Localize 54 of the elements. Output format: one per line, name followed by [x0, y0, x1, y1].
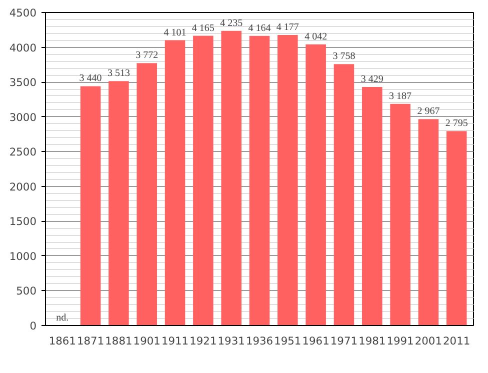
bar [136, 63, 158, 326]
bar [334, 64, 354, 326]
x-tick-label: 1881 [105, 334, 132, 348]
x-tick-label: 1991 [386, 334, 414, 348]
y-tick-label: 0 [30, 320, 37, 332]
x-tick-label: 1981 [358, 334, 386, 348]
x-tick-label: 1936 [246, 334, 274, 348]
y-tick-label: 3500 [9, 76, 37, 90]
data-label: 4 165 [192, 22, 214, 34]
y-tick-label: 1000 [9, 250, 37, 263]
data-label: 2 967 [417, 106, 440, 118]
y-tick-label: 4000 [9, 41, 37, 54]
y-tick-label: 3000 [9, 110, 37, 124]
data-label: 2 795 [445, 118, 468, 130]
data-label: 4 177 [276, 22, 299, 33]
y-tick-label: 2000 [9, 180, 37, 194]
bar [278, 34, 298, 326]
x-tick-label: 1931 [218, 334, 245, 348]
data-label: 3 513 [107, 68, 130, 80]
data-label: 3 772 [136, 50, 158, 62]
x-tick-label: 1921 [190, 334, 217, 348]
data-label: 4 042 [304, 31, 328, 42]
bar [193, 36, 214, 326]
x-tick-label: 1861 [48, 334, 76, 348]
y-tick-label: 2500 [9, 146, 37, 159]
data-label: 4 101 [164, 27, 186, 38]
bar [249, 36, 270, 326]
y-tick-label: 4500 [9, 6, 37, 20]
x-tick-label: 1901 [133, 334, 160, 348]
data-label: 3 429 [360, 74, 384, 85]
bar [418, 119, 439, 326]
bar [306, 44, 326, 326]
x-tick-label: 1961 [302, 334, 330, 348]
bar [221, 30, 242, 326]
bar [390, 104, 410, 326]
data-label: 4 164 [248, 22, 271, 34]
bar [362, 86, 382, 326]
x-tick-label: 1971 [330, 334, 358, 348]
y-tick-label: 1500 [9, 215, 37, 228]
text: nd. [56, 312, 69, 324]
y-tick-label: 500 [16, 284, 37, 298]
x-tick-label: 2011 [443, 334, 470, 348]
bar [80, 86, 101, 326]
x-tick-label: 1911 [161, 334, 189, 348]
x-tick-label: 1871 [76, 334, 104, 348]
x-tick-label: 2001 [414, 334, 442, 348]
data-label: 4 235 [220, 18, 243, 29]
data-label: 3 440 [79, 73, 102, 84]
bar [108, 81, 129, 326]
bar [446, 131, 467, 326]
bar [164, 40, 186, 326]
data-label: 3 187 [389, 90, 412, 102]
x-tick-label: 1951 [274, 334, 302, 348]
data-label: 3 758 [332, 51, 356, 62]
